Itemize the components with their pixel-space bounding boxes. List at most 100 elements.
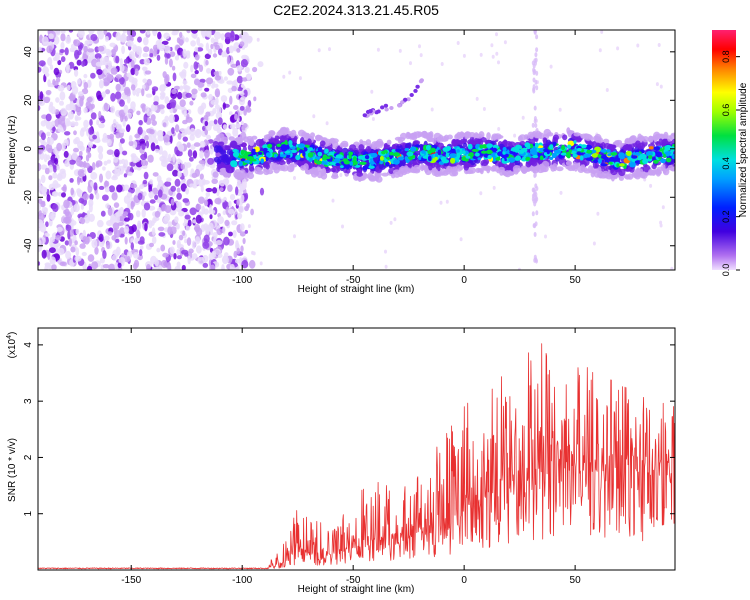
bottom-y-axis-label: SNR (10 * v/v) bbox=[7, 438, 18, 502]
noise-blob bbox=[44, 167, 50, 175]
noise-blob bbox=[66, 121, 72, 126]
noise-blob bbox=[237, 212, 243, 220]
noise-blob bbox=[220, 95, 228, 103]
band-halo bbox=[512, 165, 521, 173]
noise-blob bbox=[203, 234, 210, 243]
noise-blob bbox=[124, 217, 130, 222]
faint-dot bbox=[559, 190, 563, 195]
noise-blob bbox=[226, 55, 230, 65]
band-halo bbox=[524, 135, 530, 140]
noise-blob bbox=[55, 30, 61, 36]
arc-blob bbox=[419, 78, 424, 83]
stripe-dot bbox=[535, 34, 539, 40]
noise-blob bbox=[180, 163, 185, 170]
band-core bbox=[302, 151, 306, 157]
noise-blob bbox=[102, 250, 107, 259]
noise-blob bbox=[164, 181, 172, 187]
noise-blob bbox=[232, 230, 237, 238]
noise-blob bbox=[148, 184, 153, 193]
noise-blob bbox=[142, 53, 149, 58]
band-core bbox=[348, 151, 354, 156]
noise-blob bbox=[187, 219, 192, 227]
noise-blob bbox=[84, 214, 90, 221]
stripe-dot bbox=[535, 70, 539, 76]
noise-blob bbox=[181, 264, 186, 270]
noise-blob bbox=[115, 31, 121, 41]
noise-blob bbox=[151, 86, 159, 92]
top-x-tick-label: -50 bbox=[346, 275, 361, 286]
noise-blob bbox=[60, 56, 66, 63]
noise-blob bbox=[207, 48, 213, 55]
noise-blob bbox=[174, 163, 179, 170]
arc-blob bbox=[389, 106, 394, 110]
faint-dot bbox=[670, 266, 674, 270]
noise-blob bbox=[212, 53, 218, 58]
noise-blob bbox=[63, 216, 70, 224]
band-halo bbox=[573, 132, 581, 137]
noise-blob bbox=[38, 239, 42, 247]
noise-blob bbox=[141, 87, 145, 97]
noise-blob bbox=[199, 150, 204, 159]
noise-blob bbox=[209, 264, 216, 270]
band-core bbox=[352, 156, 357, 162]
band-halo bbox=[446, 165, 453, 172]
noise-blob bbox=[199, 140, 206, 148]
band-core bbox=[462, 150, 466, 155]
band-core bbox=[455, 153, 461, 159]
band-core bbox=[251, 158, 257, 162]
band-core bbox=[265, 157, 269, 161]
noise-blob bbox=[78, 198, 85, 204]
noise-blob bbox=[135, 210, 141, 218]
band-core bbox=[295, 154, 301, 161]
noise-blob bbox=[106, 149, 114, 155]
noise-blob bbox=[191, 240, 196, 249]
band-core bbox=[423, 145, 427, 151]
band-halo bbox=[265, 163, 270, 170]
faint-dot bbox=[492, 185, 496, 190]
noise-blob bbox=[113, 229, 121, 238]
band-core bbox=[474, 152, 480, 157]
band-core bbox=[406, 151, 414, 157]
band-core bbox=[260, 158, 265, 164]
noise-blob bbox=[59, 261, 67, 267]
band-halo bbox=[610, 168, 618, 176]
noise-blob bbox=[177, 170, 182, 178]
band-core bbox=[502, 146, 507, 152]
band-core bbox=[437, 149, 442, 156]
noise-blob bbox=[192, 150, 198, 159]
noise-blob bbox=[158, 43, 166, 52]
noise-blob bbox=[75, 247, 80, 256]
noise-blob bbox=[203, 149, 210, 158]
noise-blob bbox=[56, 165, 60, 171]
faint-dot bbox=[558, 107, 562, 112]
noise-blob bbox=[112, 174, 117, 179]
band-halo bbox=[342, 143, 349, 148]
band-core bbox=[240, 158, 246, 162]
noise-blob bbox=[246, 203, 250, 209]
top-y-axis-label: Frequency (Hz) bbox=[7, 116, 18, 185]
noise-blob bbox=[192, 253, 198, 260]
noise-blob bbox=[141, 208, 146, 218]
noise-blob bbox=[170, 198, 175, 206]
band-halo bbox=[278, 129, 284, 136]
band-halo bbox=[219, 168, 228, 173]
band-halo bbox=[656, 166, 665, 171]
band-halo bbox=[284, 127, 290, 135]
top-x-tick-label: 50 bbox=[570, 275, 582, 286]
bottom-y-tick-label: 1 bbox=[23, 511, 34, 517]
band-core bbox=[364, 155, 370, 160]
faint-dot bbox=[495, 51, 499, 56]
bottom-x-tick-label: -100 bbox=[232, 575, 252, 586]
band-halo bbox=[243, 172, 250, 179]
band-core bbox=[308, 147, 313, 151]
faint-dot bbox=[384, 249, 387, 254]
noise-blob bbox=[178, 144, 185, 152]
band-core bbox=[281, 146, 288, 152]
noise-blob bbox=[121, 94, 128, 100]
noise-blob bbox=[241, 260, 249, 269]
noise-blob bbox=[47, 137, 54, 146]
noise-blob bbox=[219, 180, 225, 187]
noise-blob bbox=[143, 202, 151, 211]
noise-blob bbox=[100, 210, 106, 217]
noise-blob bbox=[173, 85, 181, 90]
